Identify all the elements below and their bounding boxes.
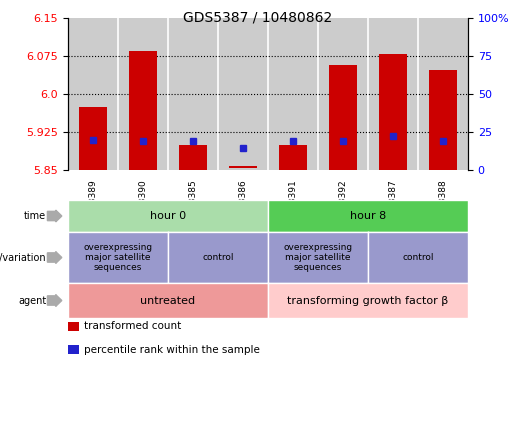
Text: transforming growth factor β: transforming growth factor β <box>287 296 449 305</box>
Bar <box>179 145 207 170</box>
Bar <box>429 70 457 170</box>
Bar <box>218 18 268 170</box>
Bar <box>118 18 168 170</box>
Text: time: time <box>24 211 46 221</box>
Text: untreated: untreated <box>141 296 196 305</box>
Bar <box>268 18 318 170</box>
Text: genotype/variation: genotype/variation <box>0 253 46 263</box>
Bar <box>68 18 118 170</box>
Text: overexpressing
major satellite
sequences: overexpressing major satellite sequences <box>283 243 353 272</box>
Text: control: control <box>402 253 434 262</box>
Bar <box>279 145 307 170</box>
Text: hour 0: hour 0 <box>150 211 186 221</box>
Bar <box>168 18 218 170</box>
Text: agent: agent <box>18 296 46 305</box>
Text: transformed count: transformed count <box>84 321 182 332</box>
Bar <box>379 55 407 170</box>
Text: control: control <box>202 253 234 262</box>
Bar <box>329 65 357 170</box>
Text: overexpressing
major satellite
sequences: overexpressing major satellite sequences <box>83 243 152 272</box>
Bar <box>129 51 157 170</box>
Bar <box>79 107 107 170</box>
Bar <box>368 18 418 170</box>
Text: hour 8: hour 8 <box>350 211 386 221</box>
Text: percentile rank within the sample: percentile rank within the sample <box>84 345 261 355</box>
Text: GDS5387 / 10480862: GDS5387 / 10480862 <box>183 11 332 25</box>
Bar <box>229 166 257 168</box>
Bar <box>318 18 368 170</box>
Bar <box>418 18 468 170</box>
